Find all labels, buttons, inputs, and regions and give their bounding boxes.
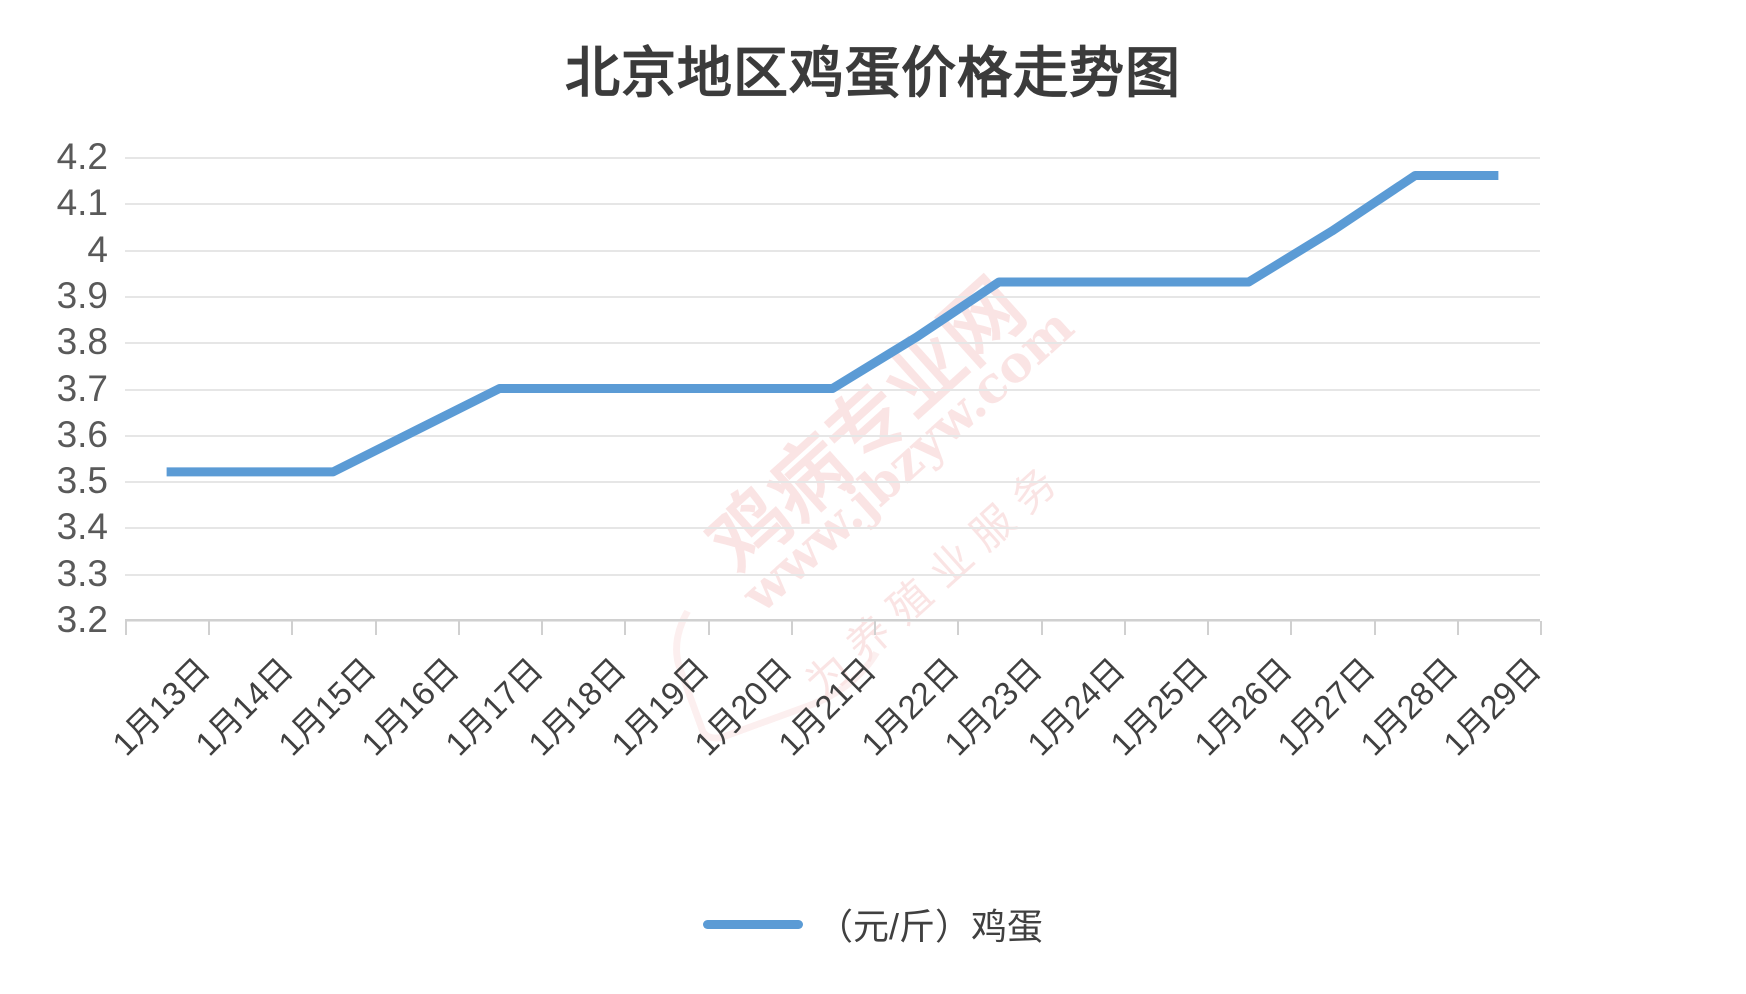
x-axis-tick: [957, 621, 960, 635]
x-axis-tick: [1123, 621, 1126, 635]
x-axis-tick: [208, 621, 211, 635]
y-axis-tick-label: 3.5: [56, 460, 108, 502]
y-axis-tick-label: 3.6: [56, 413, 108, 455]
x-axis-tick: [291, 621, 294, 635]
x-axis-tick: [374, 621, 377, 635]
x-axis-tick: [790, 621, 793, 635]
y-axis-tick-label: 4: [87, 228, 108, 270]
y-axis-tick-label: 3.2: [56, 599, 108, 640]
x-axis-tick: [1540, 621, 1542, 635]
gridline: [125, 527, 1540, 530]
x-axis-tick: [1373, 621, 1376, 635]
y-axis-tick-label: 3.8: [56, 321, 108, 363]
y-axis-tick-label: 3.9: [56, 274, 108, 316]
y-axis-tick-label: 4.2: [56, 136, 108, 177]
gridline: [125, 434, 1540, 437]
x-axis-tick: [1456, 621, 1459, 635]
x-axis-tick: [1207, 621, 1210, 635]
x-axis-tick: [707, 621, 710, 635]
x-axis-tick: [1040, 621, 1043, 635]
chart-title: 北京地区鸡蛋价格走势图: [564, 40, 1181, 105]
x-axis-line: [125, 619, 1540, 621]
gridline: [125, 342, 1540, 345]
gridline: [125, 203, 1540, 206]
y-axis-tick-label: 3.3: [56, 552, 108, 594]
y-axis-tick-label: 4.1: [56, 182, 108, 224]
x-axis-tick: [624, 621, 627, 635]
gridline: [125, 295, 1540, 298]
gridline: [125, 249, 1540, 252]
y-axis-tick-label: 3.4: [56, 506, 108, 548]
gridline: [125, 157, 1540, 159]
gridline: [125, 481, 1540, 484]
x-axis-tick: [125, 621, 127, 635]
x-axis-tick: [457, 621, 460, 635]
gridline: [125, 573, 1540, 576]
x-axis-tick: [1290, 621, 1293, 635]
chart-legend: （元/斤）鸡蛋: [0, 898, 1746, 950]
gridline: [125, 620, 1540, 622]
legend-label: （元/斤）鸡蛋: [816, 906, 1043, 947]
x-axis-tick: [541, 621, 544, 635]
series-line-egg-price: [125, 157, 1540, 620]
y-axis-tick-label: 3.7: [56, 367, 108, 409]
legend-color-swatch: [702, 919, 803, 929]
x-axis-tick: [874, 621, 877, 635]
